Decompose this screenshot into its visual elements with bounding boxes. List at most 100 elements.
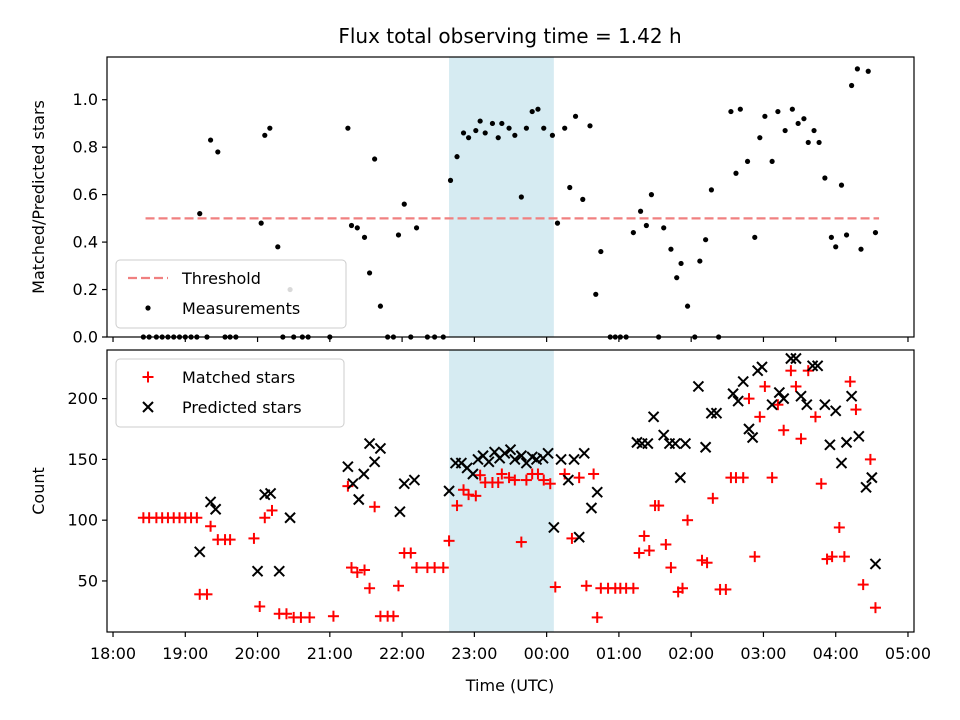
data-point <box>454 154 460 160</box>
data-point <box>266 504 278 516</box>
data-point <box>737 375 749 388</box>
data-point <box>465 135 472 141</box>
data-point <box>674 471 687 484</box>
data-point <box>849 82 855 89</box>
data-point <box>515 450 528 462</box>
data-point <box>304 611 316 623</box>
data-point <box>777 392 790 405</box>
data-point <box>806 360 819 372</box>
data-point <box>401 201 407 207</box>
data-point <box>544 478 556 490</box>
data-point <box>483 456 495 468</box>
chart-title: Flux total observing time = 1.42 h <box>338 24 681 48</box>
data-point <box>762 113 768 119</box>
legend-item: Threshold <box>128 269 261 288</box>
data-point <box>538 474 550 486</box>
x-tick-label: 05:00 <box>885 644 931 663</box>
data-point <box>844 376 856 388</box>
data-point <box>209 503 222 515</box>
data-point <box>720 583 732 595</box>
data-point <box>215 149 221 155</box>
y-tick-label: 50 <box>78 571 98 590</box>
y-tick-label: 200 <box>67 389 98 408</box>
data-point <box>562 474 575 486</box>
data-point <box>368 456 381 468</box>
data-point <box>775 108 781 115</box>
y-axis-label: Count <box>29 467 48 515</box>
data-point <box>191 512 203 524</box>
data-point <box>549 581 561 593</box>
data-point <box>327 610 339 622</box>
data-point <box>474 469 486 481</box>
data-point <box>707 492 719 504</box>
data-point <box>515 536 527 548</box>
data-point <box>801 116 807 122</box>
data-point <box>684 303 691 309</box>
data-point <box>555 453 567 466</box>
data-point <box>363 437 376 450</box>
data-point <box>532 468 544 480</box>
legend-swatch <box>142 371 154 383</box>
data-point <box>872 229 879 236</box>
legend-label: Predicted stars <box>182 398 302 417</box>
data-point <box>387 610 399 622</box>
data-point <box>627 582 639 594</box>
legend-swatch <box>142 401 154 413</box>
data-point <box>869 558 882 570</box>
data-point <box>591 611 603 623</box>
data-point <box>830 405 842 417</box>
data-point <box>752 234 758 240</box>
data-point <box>593 291 599 297</box>
data-point <box>697 258 703 264</box>
data-point <box>207 137 214 143</box>
legend: Matched stars Predicted stars <box>115 358 345 428</box>
data-point <box>743 393 755 405</box>
y-tick-label: 150 <box>67 450 98 469</box>
data-point <box>201 588 213 600</box>
data-point <box>347 477 359 490</box>
data-point <box>248 532 260 544</box>
legend-box <box>115 259 347 329</box>
data-point <box>785 352 797 365</box>
data-point <box>503 472 515 484</box>
data-point <box>504 443 517 456</box>
data-point <box>573 472 585 484</box>
data-point <box>496 468 508 480</box>
data-point <box>364 582 376 594</box>
data-point <box>795 433 807 445</box>
data-point <box>677 582 689 594</box>
data-point <box>772 399 784 411</box>
data-point <box>828 234 834 240</box>
data-point <box>733 170 739 176</box>
data-point <box>754 411 766 423</box>
data-point <box>854 66 860 72</box>
legend-item: Predicted stars <box>142 398 302 417</box>
data-point <box>489 120 496 127</box>
data-point <box>205 520 217 532</box>
data-point <box>568 453 580 466</box>
data-point <box>845 390 858 402</box>
data-point <box>843 232 850 238</box>
data-point <box>811 127 817 134</box>
data-point <box>701 557 713 569</box>
data-point <box>737 106 743 112</box>
data-point <box>251 565 264 577</box>
data-point <box>795 120 801 127</box>
data-point <box>801 398 813 411</box>
data-point <box>280 608 292 620</box>
data-point <box>833 521 845 533</box>
data-point <box>826 551 838 563</box>
data-point <box>408 474 421 486</box>
axes-frame <box>106 349 915 633</box>
data-point <box>778 424 790 436</box>
data-point <box>816 139 822 146</box>
ratio-panel: 0.0 0.2 0.4 0.6 0.8 1.0 Matched/Predicted star… <box>29 56 915 347</box>
data-point <box>789 106 795 112</box>
data-point <box>264 487 277 500</box>
data-point <box>756 361 768 373</box>
data-point <box>692 380 705 393</box>
shaded-interval <box>449 350 554 632</box>
data-point <box>562 125 568 131</box>
data-point <box>853 430 865 443</box>
